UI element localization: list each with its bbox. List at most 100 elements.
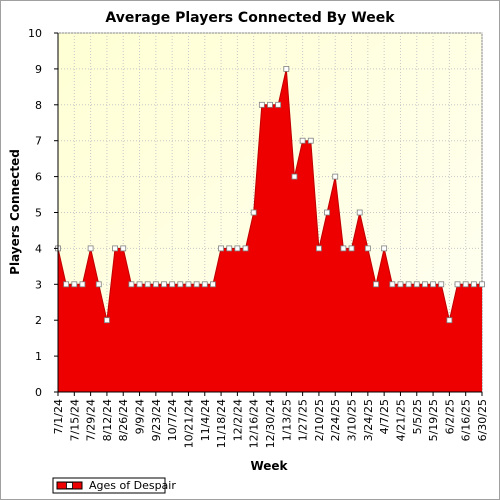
data-point [87,245,94,252]
data-point [307,137,314,144]
data-point [373,281,379,288]
data-point [250,209,257,216]
x-tick-label: 6/30/25 [476,399,489,441]
data-point [422,281,428,288]
y-tick-label: 8 [35,99,42,112]
x-tick-label: 12/2/24 [231,399,244,441]
data-point [299,137,306,144]
data-point [397,281,404,288]
x-tick-label: 7/29/24 [85,399,98,441]
x-tick-label: 8/12/24 [101,399,114,441]
x-tick-label: 6/2/25 [443,399,456,434]
legend-label: Ages of Despair [89,479,176,492]
data-point [316,245,322,252]
data-point [177,281,184,288]
x-tick-label: 9/9/24 [134,399,147,434]
data-point [364,245,371,252]
data-point [201,281,208,288]
data-point [446,317,453,324]
data-point [340,245,347,252]
x-tick-label: 3/24/25 [362,399,375,441]
data-point [71,281,78,288]
x-tick-label: 1/13/25 [280,399,293,441]
data-point [332,173,339,180]
data-point [136,281,143,288]
data-point [112,245,118,252]
data-point [275,101,282,108]
x-tick-label: 3/10/25 [346,399,359,441]
data-point [193,281,200,288]
data-point [128,281,135,288]
data-point [210,281,216,288]
data-point [104,317,110,324]
data-point [405,281,412,288]
data-point [185,281,192,288]
x-tick-label: 8/26/24 [117,399,130,441]
data-point [454,281,461,288]
data-point [120,245,127,252]
x-tick-label: 5/5/25 [411,399,424,434]
data-point [79,281,86,288]
x-axis: 7/1/24 7/15/24 7/29/24 8/12/24 8/26/24 9/9/24… [52,391,489,448]
data-point [438,281,445,288]
data-point [291,173,298,180]
x-tick-label: 4/21/25 [394,399,407,441]
data-points [55,66,485,324]
x-tick-label: 9/23/24 [150,399,163,441]
y-tick-label: 7 [35,135,42,148]
y-axis: 0 1 2 3 4 5 6 7 8 9 10 [28,27,59,399]
x-tick-label: 12/30/24 [264,399,277,448]
data-point [63,281,70,288]
data-point [218,245,224,252]
data-point [462,281,469,288]
data-point [152,281,159,288]
x-tick-label: 7/15/24 [68,399,81,441]
data-point [234,245,241,252]
x-tick-label: 4/7/25 [378,399,391,434]
data-point [356,209,363,216]
data-point [226,245,233,252]
legend: Ages of Despair [52,477,176,494]
chart-title: Average Players Connected By Week [105,10,395,26]
data-point [161,281,167,288]
data-point [283,66,290,72]
y-tick-label: 10 [28,27,42,40]
data-point [144,281,151,288]
x-axis-title: Week [250,459,288,473]
legend-marker [66,482,73,489]
data-point [470,281,477,288]
x-tick-label: 2/24/25 [329,399,342,441]
y-tick-label: 9 [35,63,42,76]
x-tick-label: 11/18/24 [215,399,228,448]
data-point [242,245,249,252]
area-fill [58,68,482,393]
data-point [169,281,176,288]
data-point [381,245,388,252]
y-tick-label: 5 [35,207,42,220]
x-tick-label: 2/10/25 [313,399,326,441]
data-point [324,209,330,216]
y-tick-label: 0 [35,386,42,399]
x-tick-label: 10/21/24 [182,399,195,448]
y-axis-title: Players Connected [8,149,22,275]
data-point [389,281,396,288]
x-tick-label: 7/1/24 [52,399,65,434]
x-tick-label: 6/16/25 [460,399,473,441]
y-tick-label: 2 [35,314,42,327]
data-point [348,245,355,252]
x-tick-label: 5/19/25 [427,399,440,441]
x-tick-label: 1/27/25 [297,399,310,441]
data-point [413,281,420,288]
data-point [95,281,102,288]
y-tick-label: 4 [35,242,42,255]
data-point [479,281,485,288]
x-tick-label: 11/4/24 [199,399,212,441]
x-tick-label: 12/16/24 [248,399,261,448]
data-point [258,101,265,108]
x-tick-label: 10/7/24 [166,399,179,441]
y-tick-label: 1 [35,350,42,363]
data-point [267,101,273,108]
y-tick-label: 3 [35,278,42,291]
y-tick-label: 6 [35,171,42,184]
